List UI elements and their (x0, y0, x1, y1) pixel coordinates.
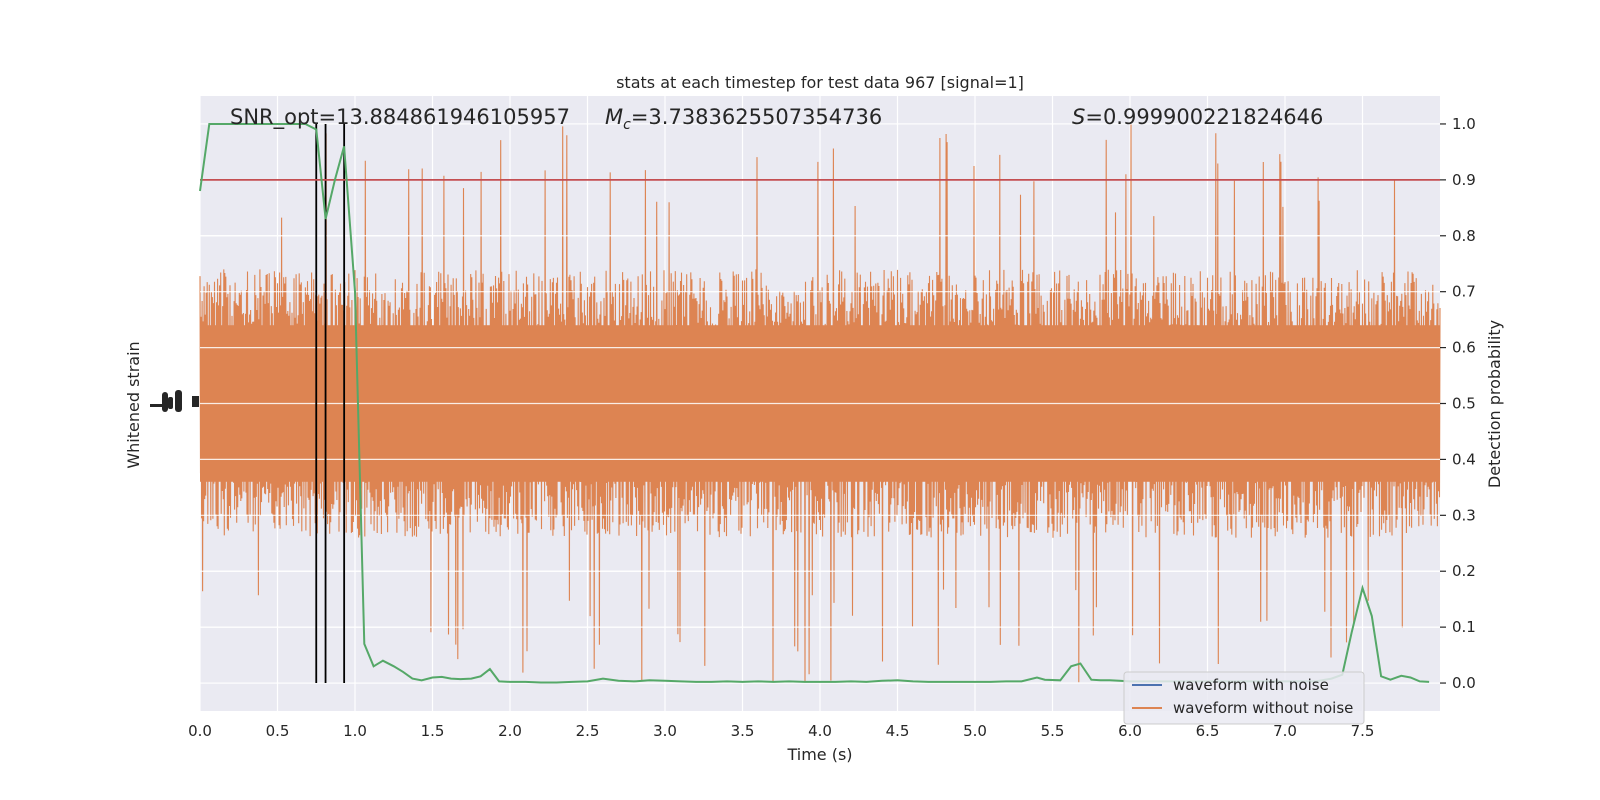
left-y-axis-label: Whitened strain (124, 341, 143, 468)
x-tick-label: 3.5 (731, 722, 755, 740)
x-tick-label: 7.5 (1351, 722, 1375, 740)
x-tick-label: 0.5 (266, 722, 290, 740)
x-tick-label: 0.0 (188, 722, 212, 740)
y-tick-label: 0.7 (1452, 283, 1476, 301)
y-tick-label: 0.3 (1452, 506, 1476, 524)
x-tick-label: 6.5 (1196, 722, 1220, 740)
right-y-axis-label: Detection probability (1485, 320, 1504, 488)
x-tick-label: 2.5 (576, 722, 600, 740)
x-tick-label: 4.5 (886, 722, 910, 740)
legend: waveform with noise waveform without noi… (1123, 671, 1365, 725)
x-tick-label: 3.0 (653, 722, 677, 740)
y-tick-label: 0.0 (1452, 674, 1476, 692)
snr-annotation: SNR_opt=13.884861946105957 (230, 105, 570, 130)
x-tick-label: 4.0 (808, 722, 832, 740)
y-tick-label: 0.4 (1452, 450, 1476, 468)
legend-label-without-noise: waveform without noise (1173, 699, 1353, 717)
x-tick-label: 5.5 (1041, 722, 1065, 740)
y-axis-ticks: 0.0 0.1 0.2 0.3 0.4 0.5 0.6 0.7 0.8 0.9 1.0 (1440, 115, 1476, 692)
x-tick-label: 1.0 (343, 722, 367, 740)
chart-title: stats at each timestep for test data 967… (616, 73, 1024, 92)
x-tick-label: 2.0 (498, 722, 522, 740)
legend-box (1123, 671, 1365, 725)
left-axis-tick-glyphs (150, 390, 199, 412)
x-tick-label: 1.5 (421, 722, 445, 740)
y-tick-label: 0.5 (1452, 395, 1476, 413)
legend-label-with-noise: waveform with noise (1173, 676, 1329, 694)
y-tick-label: 0.6 (1452, 339, 1476, 357)
y-tick-label: 0.2 (1452, 562, 1476, 580)
x-tick-label: 7.0 (1273, 722, 1297, 740)
chirp-mass-annotation: Mc=3.7383625507354736 (605, 105, 882, 133)
y-tick-label: 0.1 (1452, 618, 1476, 636)
y-tick-label: 1.0 (1452, 115, 1476, 133)
y-tick-label: 0.8 (1452, 227, 1476, 245)
x-axis-label: Time (s) (786, 745, 852, 764)
x-tick-label: 5.0 (963, 722, 987, 740)
y-tick-label: 0.9 (1452, 171, 1476, 189)
x-axis-ticks: 0.0 0.5 1.0 1.5 2.0 2.5 3.0 3.5 4.0 4.5 5.0 5.5 6.0 6… (188, 722, 1374, 740)
x-tick-label: 6.0 (1118, 722, 1142, 740)
score-annotation: S=0.999900221824646 (1072, 105, 1323, 129)
